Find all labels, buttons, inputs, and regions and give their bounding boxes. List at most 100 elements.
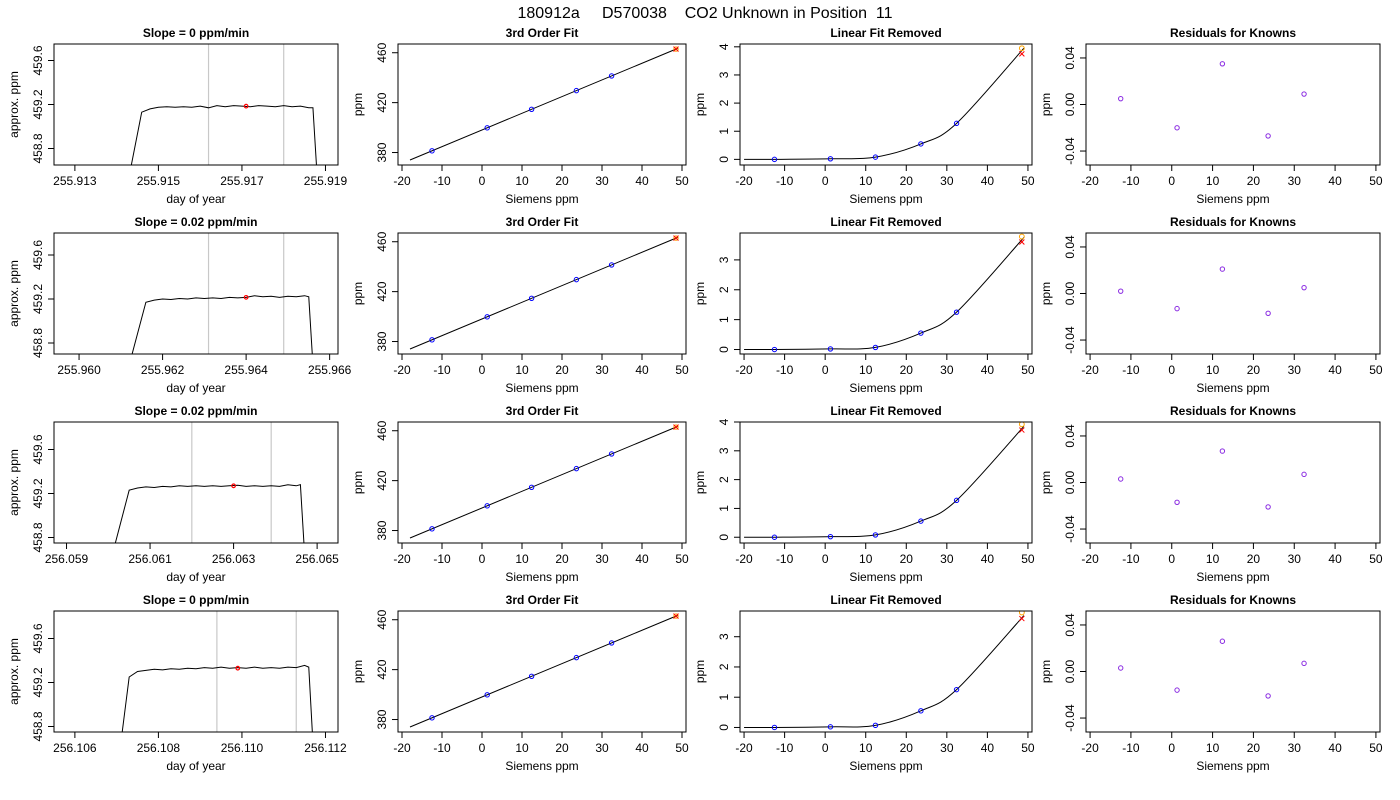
- x-tick-label: -20: [393, 363, 411, 377]
- known-standard-point: [608, 262, 615, 268]
- x-tick-label: -20: [735, 174, 753, 188]
- unknown-raw-point: [1018, 45, 1025, 52]
- plot-frame: [397, 610, 687, 733]
- x-tick-label: 50: [675, 741, 689, 755]
- plot-data: [409, 235, 679, 350]
- x-tick-label: 255.917: [220, 174, 264, 188]
- panel-time-row-1: Slope = 0 ppm/min day of year approx. ppm 2…: [7, 26, 347, 206]
- y-tick-label: 420: [375, 659, 389, 679]
- x-tick-label: -20: [735, 552, 753, 566]
- x-tick-label: 0: [822, 174, 829, 188]
- y-tick-label: 380: [375, 520, 389, 540]
- x-tick-label: 40: [1328, 174, 1342, 188]
- y-axis-label: ppm: [1039, 93, 1053, 116]
- x-tick-label: 50: [1021, 363, 1035, 377]
- panel-fit-row-4: 3rd Order Fit Siemens ppm ppm -20 -10 0 10 20 30…: [351, 593, 689, 773]
- y-tick-label: 0: [717, 534, 731, 541]
- x-tick-label: -20: [393, 174, 411, 188]
- known-standard-point: [528, 673, 535, 679]
- known-standard-point: [827, 724, 834, 730]
- x-tick-label: 30: [940, 174, 954, 188]
- x-axis-label: Siemens ppm: [1196, 381, 1269, 395]
- panel-time-row-3: Slope = 0.02 ppm/min day of year approx. p…: [7, 404, 339, 584]
- y-tick-label: 460: [375, 420, 389, 440]
- y-tick-label: 0.00: [1063, 470, 1077, 494]
- y-tick-label: -0.04: [1063, 326, 1077, 354]
- x-axis-label: day of year: [166, 759, 225, 773]
- panel-title: Linear Fit Removed: [830, 404, 941, 418]
- x-axis-label: Siemens ppm: [505, 381, 578, 395]
- x-tick-label: 20: [1247, 741, 1261, 755]
- plot-frame: [1085, 232, 1381, 355]
- y-axis-label: ppm: [1039, 660, 1053, 683]
- x-tick-label: 20: [555, 174, 569, 188]
- residual-point: [1174, 687, 1180, 693]
- panel-title: Linear Fit Removed: [830, 593, 941, 607]
- plot-data: [130, 44, 317, 165]
- x-tick-label: 40: [981, 552, 995, 566]
- residual-point: [1301, 660, 1307, 667]
- x-tick-label: 0: [1168, 174, 1175, 188]
- x-tick-label: 20: [1247, 552, 1261, 566]
- y-tick-label: 0: [717, 156, 731, 163]
- known-standard-point: [528, 106, 535, 112]
- x-tick-label: -10: [776, 552, 794, 566]
- known-standard-point: [608, 451, 615, 457]
- y-axis-label: approx. ppm: [7, 449, 21, 516]
- unknown-fit-marker: [673, 235, 679, 241]
- y-tick-label: 0.04: [1063, 613, 1077, 637]
- x-tick-label: 0: [822, 741, 829, 755]
- x-axis-label: Siemens ppm: [1196, 570, 1269, 584]
- fit-line: [409, 47, 679, 161]
- x-tick-label: 10: [859, 174, 873, 188]
- y-tick-label: 1: [717, 694, 731, 701]
- known-standard-point: [429, 526, 435, 532]
- unknown-fit-marker: [673, 46, 679, 52]
- panel-title: 3rd Order Fit: [506, 593, 579, 607]
- y-tick-label: 2: [717, 99, 731, 106]
- known-standard-point: [573, 465, 580, 472]
- x-tick-label: 30: [1288, 174, 1302, 188]
- plot-data: [131, 233, 313, 354]
- x-tick-label: 40: [1328, 552, 1342, 566]
- y-axis-label: ppm: [351, 93, 365, 116]
- known-standard-point: [827, 533, 834, 540]
- known-standard-point: [484, 125, 490, 131]
- x-axis-label: Siemens ppm: [1196, 759, 1269, 773]
- panel-title: Slope = 0 ppm/min: [143, 26, 249, 40]
- residual-point: [1219, 61, 1226, 67]
- y-tick-label: 3: [717, 633, 731, 640]
- x-tick-label: -20: [735, 363, 753, 377]
- residual-point: [1301, 284, 1307, 291]
- known-standard-point: [528, 484, 535, 490]
- y-tick-label: 0.00: [1063, 281, 1077, 305]
- residual-point: [1174, 499, 1180, 505]
- x-tick-label: -20: [1081, 363, 1099, 377]
- plot-frame: [1085, 421, 1381, 544]
- y-tick-label: -0.04: [1063, 515, 1077, 543]
- x-tick-label: 30: [1288, 741, 1302, 755]
- y-tick-label: 420: [375, 92, 389, 112]
- y-axis-label: ppm: [351, 282, 365, 305]
- x-tick-label: 30: [1288, 552, 1302, 566]
- x-tick-label: -10: [433, 363, 451, 377]
- panel-linear-removed-row-1: Linear Fit Removed Siemens ppm ppm -20 -10 0 1…: [693, 26, 1035, 206]
- x-tick-label: 255.962: [141, 363, 185, 377]
- known-standard-point: [528, 295, 535, 301]
- panel-title: Slope = 0.02 ppm/min: [134, 215, 257, 229]
- x-tick-label: 40: [635, 174, 649, 188]
- unknown-raw-point: [1018, 611, 1025, 616]
- y-tick-label: 4: [717, 418, 731, 425]
- panel-linear-removed-row-4: Linear Fit Removed Siemens ppm ppm -20 -10 0 1…: [693, 593, 1035, 773]
- x-tick-label: 255.964: [224, 363, 268, 377]
- average-marker: [235, 665, 241, 671]
- x-tick-label: 10: [859, 363, 873, 377]
- x-axis-label: Siemens ppm: [505, 759, 578, 773]
- x-tick-label: 50: [1369, 741, 1383, 755]
- x-axis-label: Siemens ppm: [1196, 192, 1269, 206]
- panel-title: Residuals for Knowns: [1170, 593, 1296, 607]
- x-tick-label: -10: [776, 174, 794, 188]
- y-axis-label: ppm: [1039, 471, 1053, 494]
- unknown-fit-marker: [673, 613, 679, 619]
- x-tick-label: 20: [1247, 363, 1261, 377]
